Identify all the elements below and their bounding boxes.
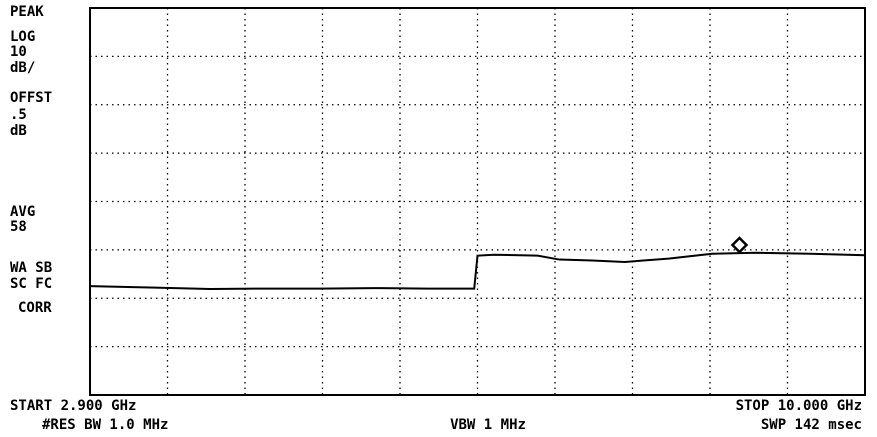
side-label: dB/ bbox=[10, 60, 35, 76]
side-label: LOG bbox=[10, 29, 35, 45]
side-label: OFFST bbox=[10, 90, 52, 106]
side-label: SC FC bbox=[10, 276, 52, 292]
side-label: 10 bbox=[10, 44, 27, 60]
side-label: 58 bbox=[10, 219, 27, 235]
sweep-label: SWP 142 msec bbox=[761, 417, 862, 433]
start-label: START 2.900 GHz bbox=[10, 398, 136, 414]
side-label: PEAK bbox=[10, 4, 44, 20]
plot-frame bbox=[89, 7, 866, 396]
side-label: .5 bbox=[10, 107, 27, 123]
trace bbox=[89, 251, 866, 291]
res-bw-label: #RES BW 1.0 MHz bbox=[42, 417, 168, 433]
marker bbox=[730, 236, 749, 254]
side-label: CORR bbox=[18, 300, 52, 316]
vbw-label: VBW 1 MHz bbox=[450, 417, 526, 433]
side-label: dB bbox=[10, 123, 27, 139]
side-label: AVG bbox=[10, 204, 35, 220]
side-label: WA SB bbox=[10, 260, 52, 276]
stop-label: STOP 10.000 GHz bbox=[736, 398, 862, 414]
